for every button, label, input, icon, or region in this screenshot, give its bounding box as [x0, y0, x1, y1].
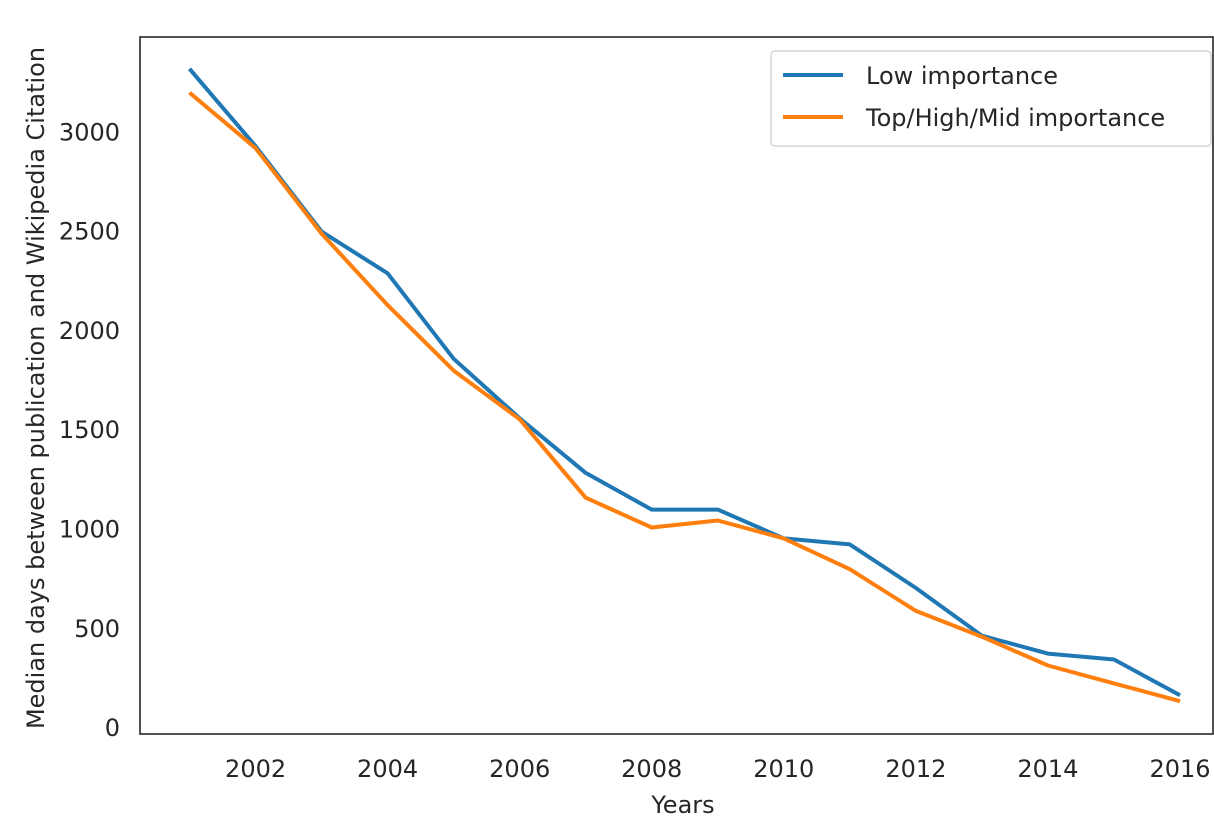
x-tick-label: 2016 [1149, 755, 1210, 783]
y-tick-label: 0 [105, 714, 120, 742]
y-tick-label: 2000 [59, 317, 120, 345]
y-axis-title: Median days between publication and Wiki… [22, 47, 50, 729]
y-tick-label: 1500 [59, 416, 120, 444]
series-line-low-importance [187, 67, 1181, 698]
y-tick-label: 500 [74, 615, 120, 643]
x-tick-label: 2012 [885, 755, 946, 783]
x-tick-label: 2002 [225, 755, 286, 783]
x-axis-title: Years [650, 791, 714, 816]
legend-label-low-importance: Low importance [866, 62, 1058, 90]
y-tick-label: 1000 [59, 516, 120, 544]
legend-box [770, 50, 1212, 147]
y-tick-label: 2500 [59, 218, 120, 246]
legend-label-top-high-mid-importance: Top/High/Mid importance [865, 104, 1165, 132]
series-line-top-high-mid-importance [188, 91, 1181, 704]
series-layer [187, 67, 1181, 704]
x-tick-label: 2010 [753, 755, 814, 783]
x-tick-label: 2006 [489, 755, 550, 783]
x-tick-labels: 2002 2004 2006 2008 2010 2012 2014 2016 [225, 755, 1210, 783]
x-tick-label: 2008 [621, 755, 682, 783]
x-tick-label: 2004 [357, 755, 418, 783]
plot-frame [139, 36, 1214, 735]
y-tick-labels: 0 500 1000 1500 2000 2500 3000 [59, 118, 120, 742]
x-tick-label: 2014 [1017, 755, 1078, 783]
legend: Low importance Top/High/Mid importance [770, 50, 1212, 147]
y-tick-label: 3000 [59, 118, 120, 146]
